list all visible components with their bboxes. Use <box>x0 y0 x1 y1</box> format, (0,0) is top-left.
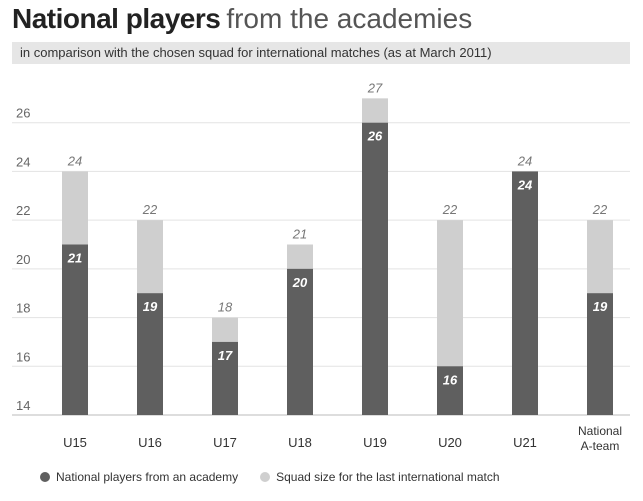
x-tick-label: U21 <box>513 435 537 450</box>
data-label-academy: 20 <box>292 275 308 290</box>
bar-academy <box>287 268 313 415</box>
x-tick-label: U19 <box>363 435 387 450</box>
subtitle-bar: in comparison with the chosen squad for … <box>12 42 630 64</box>
legend-swatch-academy <box>40 472 50 482</box>
data-label-academy: 19 <box>143 299 158 314</box>
bar-academy <box>587 293 613 415</box>
y-tick-label: 20 <box>16 252 30 267</box>
y-tick-label: 26 <box>16 106 30 121</box>
bar-academy <box>137 293 163 415</box>
data-label-squad: 24 <box>67 153 82 168</box>
x-tick-label: U16 <box>138 435 162 450</box>
y-tick-label: 22 <box>16 203 30 218</box>
x-tick-label: U20 <box>438 435 462 450</box>
chart-title: National players from the academies <box>12 2 472 36</box>
y-tick-label: 18 <box>16 301 30 316</box>
data-label-squad: 22 <box>142 202 158 217</box>
data-label-academy: 21 <box>67 251 82 266</box>
data-label-squad: 24 <box>517 153 532 168</box>
data-label-academy: 24 <box>517 177 533 192</box>
bar-academy <box>62 244 88 415</box>
bar-academy <box>362 122 388 415</box>
y-tick-label: 14 <box>16 398 30 413</box>
title-bold: National players <box>12 3 221 34</box>
y-tick-label: 24 <box>16 154 30 169</box>
data-label-squad: 27 <box>367 80 383 95</box>
data-label-squad: 21 <box>292 227 307 242</box>
bar-academy <box>437 366 463 415</box>
x-tick-label: National A-team <box>578 424 622 453</box>
x-tick-label: U15 <box>63 435 87 450</box>
bar-academy <box>512 171 538 415</box>
chart-subtitle: in comparison with the chosen squad for … <box>20 45 492 60</box>
legend: National players from an academy Squad s… <box>40 470 522 484</box>
legend-item-academy: National players from an academy <box>40 470 238 484</box>
x-tick-label: U18 <box>288 435 312 450</box>
data-label-academy: 19 <box>593 299 608 314</box>
bar-academy <box>212 341 238 415</box>
data-label-academy: 17 <box>218 348 233 363</box>
legend-item-squad: Squad size for the last international ma… <box>260 470 500 484</box>
data-label-squad: 18 <box>218 300 233 315</box>
x-tick-label: U17 <box>213 435 237 450</box>
y-tick-label: 16 <box>16 349 30 364</box>
data-label-squad: 22 <box>592 202 608 217</box>
legend-label-squad: Squad size for the last international ma… <box>276 470 500 484</box>
data-label-academy: 26 <box>367 129 383 144</box>
data-label-squad: 22 <box>442 202 458 217</box>
data-label-academy: 16 <box>443 372 458 387</box>
title-light: from the academies <box>226 3 473 34</box>
legend-label-academy: National players from an academy <box>56 470 239 484</box>
legend-swatch-squad <box>260 472 271 482</box>
